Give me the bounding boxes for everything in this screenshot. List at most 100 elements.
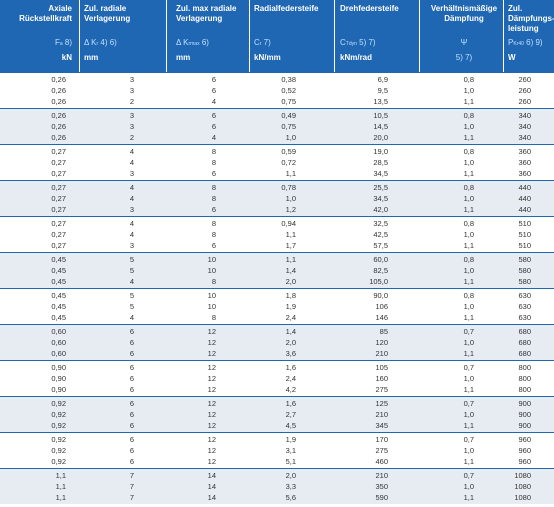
cell-col-1: 0,92 (51, 435, 66, 444)
table-row: 0,45 5 10 1,4 82,5 1,0 580 (0, 265, 554, 276)
cell-col-6: 1,1 (463, 97, 474, 106)
row-group: 0,27 4 8 0,78 25,5 0,8 440 0,27 4 8 1,0 34,5 1,0 440 0… (0, 180, 554, 216)
header-unit: W (508, 53, 516, 62)
cell-col-5: 210 (375, 349, 388, 358)
cell-col-1: 0,60 (51, 338, 66, 347)
cell-col-2: 4 (129, 219, 134, 228)
cell-col-4: 0,78 (281, 183, 296, 192)
cell-col-4: 5,1 (285, 457, 296, 466)
header-col-2: Zul. radiale Verlagerung Δ Kr 4) 6) mm (84, 0, 158, 72)
cell-col-1: 0,90 (51, 374, 66, 383)
cell-col-1: 0,26 (51, 97, 66, 106)
cell-col-7: 1080 (514, 482, 531, 491)
cell-col-4: 1,1 (285, 169, 296, 178)
table-row: 0,45 5 10 1,8 90,0 0,8 630 (0, 290, 554, 301)
cell-col-7: 580 (518, 266, 531, 275)
cell-col-5: 105 (375, 363, 388, 372)
cell-col-3: 6 (211, 111, 216, 120)
table-row: 0,27 4 8 0,78 25,5 0,8 440 (0, 182, 554, 193)
header-unit: kNm/rad (340, 53, 373, 62)
cell-col-1: 0,92 (51, 399, 66, 408)
cell-col-1: 0,27 (51, 194, 66, 203)
cell-col-5: 275 (375, 385, 388, 394)
cell-col-6: 0,8 (463, 75, 474, 84)
cell-col-3: 12 (207, 363, 216, 372)
cell-col-2: 6 (129, 399, 134, 408)
cell-col-1: 0,27 (51, 219, 66, 228)
cell-col-1: 0,92 (51, 457, 66, 466)
cell-col-7: 510 (518, 241, 531, 250)
cell-col-3: 12 (207, 435, 216, 444)
cell-col-2: 6 (129, 457, 134, 466)
cell-col-5: 170 (375, 435, 388, 444)
cell-col-5: 460 (375, 457, 388, 466)
cell-col-7: 1080 (514, 493, 531, 502)
cell-col-7: 900 (518, 421, 531, 430)
header-separator (249, 0, 250, 72)
cell-col-4: 4,5 (285, 421, 296, 430)
cell-col-6: 1,1 (463, 169, 474, 178)
cell-col-6: 1,1 (463, 385, 474, 394)
cell-col-3: 8 (211, 230, 216, 239)
cell-col-5: 82,5 (373, 266, 388, 275)
cell-col-5: 210 (375, 471, 388, 480)
cell-col-7: 680 (518, 349, 531, 358)
cell-col-6: 0,7 (463, 399, 474, 408)
cell-col-4: 1,9 (285, 302, 296, 311)
cell-col-5: 590 (375, 493, 388, 502)
cell-col-1: 0,45 (51, 255, 66, 264)
cell-col-4: 3,6 (285, 349, 296, 358)
table-header: Axiale Rückstellkraft Fa 8) kN Zul. radiale V… (0, 0, 554, 72)
cell-col-1: 0,60 (51, 349, 66, 358)
table-row: 0,26 3 6 0,49 10,5 0,8 340 (0, 110, 554, 121)
cell-col-2: 4 (129, 194, 134, 203)
group-divider (0, 180, 554, 181)
cell-col-5: 345 (375, 421, 388, 430)
header-symbol: Δ Kr 4) 6) (84, 38, 117, 47)
table-row: 0,26 3 6 0,75 14,5 1,0 340 (0, 121, 554, 132)
row-group: 1,1 7 14 2,0 210 0,7 1080 1,1 7 14 3,3 350 1,0 1080 1,… (0, 468, 554, 504)
header-col-3: Zul. max radiale Verlagerung Δ Krmax 6) mm (176, 0, 246, 72)
cell-col-6: 1,1 (463, 313, 474, 322)
group-divider (0, 396, 554, 397)
cell-col-1: 0,92 (51, 446, 66, 455)
cell-col-2: 6 (129, 338, 134, 347)
cell-col-4: 1,1 (285, 230, 296, 239)
cell-col-7: 580 (518, 277, 531, 286)
cell-col-4: 1,7 (285, 241, 296, 250)
cell-col-5: 105,0 (369, 277, 388, 286)
cell-col-4: 2,0 (285, 338, 296, 347)
cell-col-4: 1,9 (285, 435, 296, 444)
cell-col-2: 7 (129, 471, 134, 480)
table-row: 0,26 3 6 0,52 9,5 1,0 260 (0, 85, 554, 96)
cell-col-2: 3 (129, 169, 134, 178)
cell-col-5: 6,9 (377, 75, 388, 84)
cell-col-7: 900 (518, 410, 531, 419)
cell-col-4: 1,0 (285, 133, 296, 142)
row-group: 0,26 3 6 0,49 10,5 0,8 340 0,26 3 6 0,75 14,5 1,0 340… (0, 108, 554, 144)
cell-col-4: 1,4 (285, 327, 296, 336)
cell-col-4: 2,0 (285, 277, 296, 286)
cell-col-3: 12 (207, 446, 216, 455)
cell-col-7: 960 (518, 446, 531, 455)
cell-col-5: 9,5 (377, 86, 388, 95)
cell-col-6: 1,0 (463, 122, 474, 131)
cell-col-6: 1,1 (463, 277, 474, 286)
cell-col-5: 19,0 (373, 147, 388, 156)
cell-col-1: 0,27 (51, 169, 66, 178)
cell-col-2: 5 (129, 302, 134, 311)
table-row: 0,26 2 4 0,75 13,5 1,1 260 (0, 96, 554, 107)
table-row: 0,27 3 6 1,1 34,5 1,1 360 (0, 168, 554, 179)
cell-col-4: 2,4 (285, 313, 296, 322)
cell-col-1: 0,45 (51, 291, 66, 300)
table-row: 0,27 4 8 1,0 34,5 1,0 440 (0, 193, 554, 204)
cell-col-3: 12 (207, 374, 216, 383)
cell-col-3: 4 (211, 133, 216, 142)
cell-col-1: 0,45 (51, 313, 66, 322)
cell-col-3: 6 (211, 86, 216, 95)
cell-col-7: 630 (518, 302, 531, 311)
table-row: 0,27 4 8 0,59 19,0 0,8 360 (0, 146, 554, 157)
cell-col-7: 800 (518, 374, 531, 383)
cell-col-2: 4 (129, 277, 134, 286)
header-separator (166, 0, 167, 72)
